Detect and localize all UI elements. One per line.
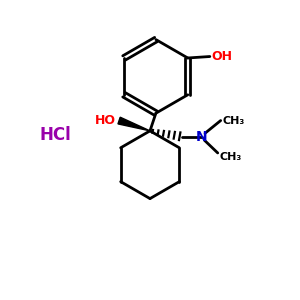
Text: CH₃: CH₃ — [222, 116, 244, 126]
Text: OH: OH — [211, 50, 232, 63]
Text: CH₃: CH₃ — [219, 152, 242, 162]
Polygon shape — [118, 117, 150, 131]
Text: HCl: HCl — [40, 126, 72, 144]
Text: N: N — [196, 130, 207, 144]
Text: HO: HO — [95, 114, 116, 127]
